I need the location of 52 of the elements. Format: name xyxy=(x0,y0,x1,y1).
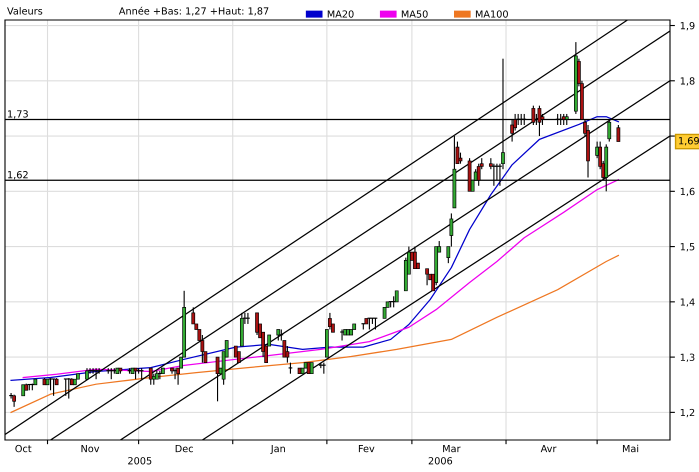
text: 2005 xyxy=(128,457,152,464)
legend-label: MA50 xyxy=(402,10,428,18)
candlestick xyxy=(140,368,144,380)
x-tick-label: Avr xyxy=(540,445,556,452)
legend-label: MA100 xyxy=(476,10,508,18)
candlestick xyxy=(276,328,280,342)
candlestick xyxy=(425,268,429,286)
y-tick-label: 1,2 xyxy=(680,408,694,418)
y-tick-label: 1,5 xyxy=(680,243,694,252)
candlestick xyxy=(246,312,250,324)
candlestick xyxy=(216,356,220,402)
y-tick-label: 1,3 xyxy=(680,354,694,362)
candlestick xyxy=(21,384,26,396)
candlestick xyxy=(12,394,16,408)
candlestick xyxy=(288,362,292,374)
candlestick xyxy=(306,362,311,374)
x-tick-label: Mar xyxy=(443,445,461,452)
text: 2006 xyxy=(428,457,452,464)
candlestick xyxy=(413,246,417,270)
candlestick xyxy=(322,362,326,374)
candlestick xyxy=(519,113,524,126)
x-tick-label: Dec xyxy=(176,445,193,452)
candlestick xyxy=(538,105,542,137)
candlestick xyxy=(85,368,89,380)
line-series xyxy=(22,179,620,378)
x-tick-label: Jan xyxy=(270,445,285,454)
candlestick xyxy=(255,312,259,336)
x-tick-label: Nov xyxy=(81,445,100,452)
candlestick xyxy=(134,368,138,380)
candlestick xyxy=(109,368,114,380)
candlestick xyxy=(368,318,372,330)
candlestick xyxy=(52,378,56,396)
text: Année +Bas: 1,27 +Haut: 1,87 xyxy=(118,6,268,16)
legend-label: MA20 xyxy=(328,10,354,18)
candlestick xyxy=(616,124,620,142)
line-series xyxy=(10,254,620,413)
candlestick xyxy=(173,368,177,380)
x-tick-label: Oct xyxy=(15,444,32,452)
candlestick xyxy=(94,368,98,380)
candlestick xyxy=(374,318,378,330)
y-tick-label: 1,6 xyxy=(680,188,695,196)
ref-line-label: 1,73 xyxy=(8,110,28,119)
text: Valeurs xyxy=(7,7,42,15)
x-tick-label: Mai xyxy=(622,444,638,452)
text: 1,69 xyxy=(679,137,699,146)
candlestick xyxy=(558,113,563,126)
y-tick-label: 1,4 xyxy=(680,298,695,307)
y-tick-label: 1,8 xyxy=(680,77,695,86)
candlestick xyxy=(310,362,314,374)
y-tick-label: 1,9 xyxy=(680,22,694,30)
ref-line-label: 1,62 xyxy=(8,171,28,180)
x-tick-label: Fev xyxy=(358,445,374,452)
